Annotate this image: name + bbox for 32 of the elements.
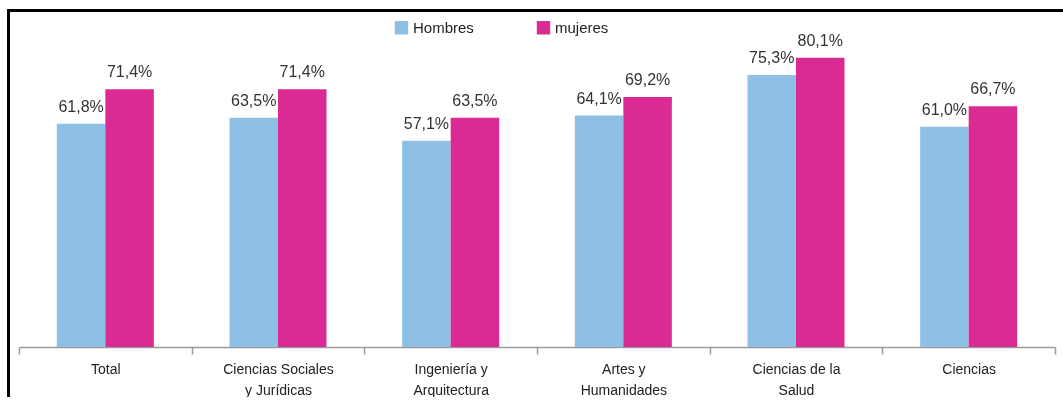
bar: [623, 97, 672, 347]
bar: [968, 106, 1018, 347]
data-label: 64,1%: [576, 89, 622, 107]
bar: [56, 123, 106, 347]
data-label: 57,1%: [403, 114, 450, 132]
data-label: 69,2%: [624, 71, 671, 89]
bar: [402, 140, 451, 347]
x-tick-label: Total: [91, 360, 121, 377]
data-label: 63,5%: [231, 91, 277, 109]
bar: [229, 117, 278, 347]
legend-label: Hombres: [413, 18, 474, 36]
x-tick-label: Ciencias Sociales y Jurídicas: [223, 360, 334, 398]
legend-label: mujeres: [555, 18, 609, 36]
x-tick-label: Ciencias de la Salud: [752, 360, 841, 398]
bar: [105, 89, 154, 347]
data-label: 71,4%: [279, 63, 325, 81]
data-label: 61,0%: [921, 100, 968, 118]
data-label: 66,7%: [970, 80, 1016, 98]
bar: [796, 57, 845, 347]
bar: [574, 115, 624, 347]
data-label: 61,8%: [58, 97, 104, 115]
data-label: 75,3%: [749, 49, 795, 67]
x-tick-label: Artes y Humanidades: [580, 360, 668, 398]
bar: [920, 126, 969, 347]
x-tick-label: Ciencias: [942, 360, 997, 377]
bar: [450, 117, 500, 347]
bar: [278, 89, 327, 347]
x-tick-label: Ingeniería y Arquitectura: [413, 360, 490, 398]
data-label: 80,1%: [797, 31, 843, 49]
data-label: 71,4%: [106, 63, 153, 81]
bar: [747, 75, 796, 347]
data-label: 63,5%: [452, 91, 498, 109]
